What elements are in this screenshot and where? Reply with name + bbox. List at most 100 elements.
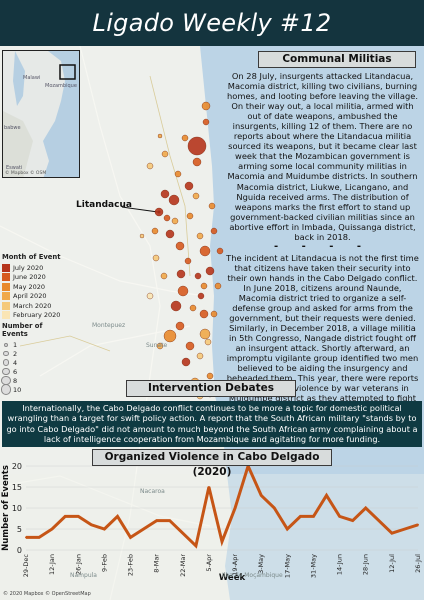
event-marker[interactable] xyxy=(185,341,195,351)
event-marker[interactable] xyxy=(194,272,202,280)
chart-point[interactable] xyxy=(142,528,145,530)
legend-size-label: 2 xyxy=(12,349,18,358)
event-marker[interactable] xyxy=(175,321,185,331)
event-marker[interactable] xyxy=(186,212,194,220)
chart-point[interactable] xyxy=(377,519,380,522)
militias-article: On 28 July, insurgents attacked Litandac… xyxy=(225,71,420,414)
legend-month-item: March 2020 xyxy=(2,301,66,311)
event-marker[interactable] xyxy=(181,134,189,142)
event-marker[interactable] xyxy=(168,194,180,206)
chart-point[interactable] xyxy=(116,515,119,518)
chart-point[interactable] xyxy=(260,494,263,497)
legend-month-title: Month of Event xyxy=(2,253,61,261)
chart-point[interactable] xyxy=(403,528,406,530)
event-marker[interactable] xyxy=(174,170,182,178)
event-marker[interactable] xyxy=(160,189,170,199)
event-marker[interactable] xyxy=(184,181,194,191)
event-marker[interactable] xyxy=(154,207,164,217)
event-marker[interactable] xyxy=(175,241,185,251)
chart-point[interactable] xyxy=(129,536,132,539)
legend-size-circle xyxy=(3,350,9,357)
event-marker[interactable] xyxy=(196,232,204,240)
event-marker[interactable] xyxy=(201,101,211,111)
inset-label: Malawi xyxy=(23,75,41,81)
event-marker[interactable] xyxy=(205,266,215,276)
event-marker[interactable] xyxy=(206,372,214,380)
event-marker[interactable] xyxy=(146,292,154,300)
event-marker[interactable] xyxy=(181,357,191,367)
event-marker[interactable] xyxy=(160,272,168,280)
chart-y-tick-label: 10 xyxy=(12,504,22,513)
event-marker[interactable] xyxy=(197,292,205,300)
event-marker[interactable] xyxy=(163,329,177,343)
chart-point[interactable] xyxy=(194,544,197,547)
chart-point[interactable] xyxy=(51,528,54,530)
chart-point[interactable] xyxy=(273,507,276,509)
chart-point[interactable] xyxy=(299,515,302,518)
event-marker[interactable] xyxy=(176,269,186,279)
chart-point[interactable] xyxy=(234,507,237,509)
event-marker[interactable] xyxy=(171,217,179,225)
chart-point[interactable] xyxy=(38,536,41,539)
place-label: Sunate xyxy=(146,342,168,349)
inset-label: Eswati xyxy=(6,165,23,171)
event-marker[interactable] xyxy=(210,227,218,235)
place-label: Nacaroa xyxy=(140,488,165,495)
chart-point[interactable] xyxy=(181,532,184,535)
inset-map[interactable]: Malawi Mozambique babwe Eswati © Mapbox … xyxy=(2,50,80,178)
chart-y-tick-label: 20 xyxy=(12,462,22,471)
event-marker[interactable] xyxy=(184,257,192,265)
chart-point[interactable] xyxy=(286,528,289,530)
legend-swatch xyxy=(2,311,10,320)
event-marker[interactable] xyxy=(196,352,204,360)
chart-point[interactable] xyxy=(312,515,315,518)
event-marker[interactable] xyxy=(192,192,200,200)
chart-point[interactable] xyxy=(338,515,341,518)
chart-point[interactable] xyxy=(168,519,171,522)
event-marker[interactable] xyxy=(163,214,171,222)
event-marker[interactable] xyxy=(156,342,164,350)
event-marker[interactable] xyxy=(214,282,222,290)
event-marker[interactable] xyxy=(210,310,218,318)
legend-size-label: 10 xyxy=(13,385,22,394)
event-marker[interactable] xyxy=(189,304,197,312)
event-marker[interactable] xyxy=(200,282,208,290)
event-marker[interactable] xyxy=(152,254,160,262)
event-marker[interactable] xyxy=(204,338,212,346)
event-marker[interactable] xyxy=(157,133,163,139)
chart-point[interactable] xyxy=(64,515,67,518)
event-marker[interactable] xyxy=(202,118,210,126)
event-marker[interactable] xyxy=(187,136,207,156)
event-marker[interactable] xyxy=(192,157,202,167)
chart-point[interactable] xyxy=(390,532,393,535)
chart-point[interactable] xyxy=(90,523,93,526)
chart-point[interactable] xyxy=(325,494,328,497)
chart-x-tick-label: 17-May xyxy=(283,554,291,578)
event-marker[interactable] xyxy=(199,309,209,319)
chart-point[interactable] xyxy=(207,486,210,488)
event-marker[interactable] xyxy=(165,229,175,239)
event-marker[interactable] xyxy=(151,227,159,235)
chart-point[interactable] xyxy=(155,519,158,522)
event-marker[interactable] xyxy=(216,247,224,255)
event-marker[interactable] xyxy=(139,233,145,239)
chart-point[interactable] xyxy=(351,519,354,522)
chart-point[interactable] xyxy=(103,528,106,530)
legend-size-circle xyxy=(2,359,10,366)
event-marker[interactable] xyxy=(199,328,211,340)
event-marker[interactable] xyxy=(161,150,169,158)
event-marker[interactable] xyxy=(170,300,182,312)
chart-x-axis-label: Week xyxy=(219,573,246,583)
event-marker[interactable] xyxy=(199,245,211,257)
chart-point[interactable] xyxy=(417,523,419,526)
legend-size-label: 8 xyxy=(12,376,18,385)
event-marker[interactable] xyxy=(146,162,154,170)
chart-point[interactable] xyxy=(221,540,223,543)
event-marker[interactable] xyxy=(177,285,189,297)
header-bar: Ligado Weekly #12 xyxy=(0,0,424,46)
chart-point[interactable] xyxy=(77,515,80,518)
chart-point[interactable] xyxy=(25,536,27,539)
event-marker[interactable] xyxy=(208,202,216,210)
chart-point[interactable] xyxy=(364,507,367,509)
chart-x-tick-label: 8-Mar xyxy=(153,554,161,573)
